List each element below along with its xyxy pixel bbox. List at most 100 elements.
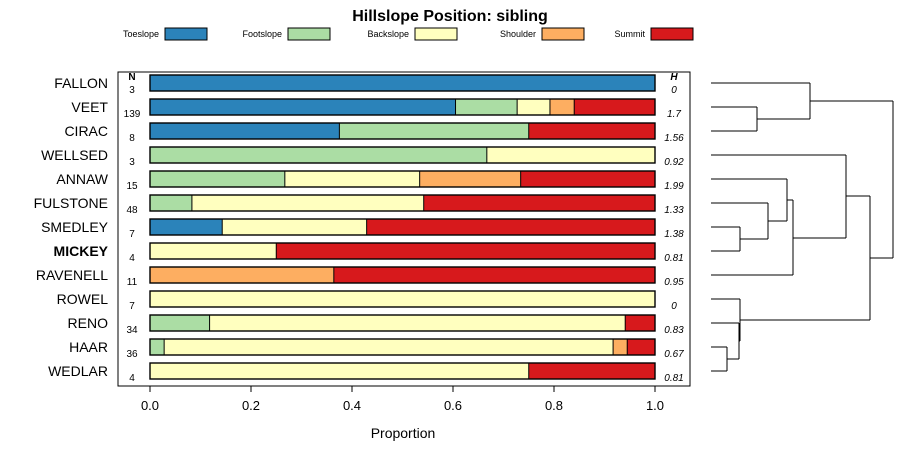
bar-cirac-footslope [339, 123, 529, 139]
row-label-annaw: ANNAW [56, 171, 108, 187]
row-n-mickey: 4 [129, 253, 135, 264]
legend-label-summit: Summit [614, 29, 645, 39]
bar-rowel-backslope [150, 291, 655, 307]
row-label-rowel: ROWEL [57, 291, 109, 307]
dendro-middle-join [740, 195, 871, 321]
bar-reno-backslope [209, 315, 626, 331]
row-label-veet: VEET [71, 99, 108, 115]
bar-outline-mickey [149, 242, 656, 260]
legend-label-footslope: Footslope [242, 29, 282, 39]
dendro-veet-cirac [711, 106, 758, 132]
row-label-fallon: FALLON [54, 75, 108, 91]
bar-ravenell-shoulder [150, 267, 334, 283]
row-h-smedley: 1.38 [664, 229, 684, 240]
dendro-annaw-group [711, 178, 788, 222]
row-h-annaw: 1.99 [664, 181, 684, 192]
bar-fulstone-summit [423, 195, 655, 211]
row-h-reno: 0.83 [664, 325, 684, 336]
legend-swatch-footslope [287, 27, 331, 41]
bar-annaw-backslope [284, 171, 420, 187]
bar-mickey-summit [276, 243, 655, 259]
bar-outline-fulstone [149, 194, 656, 212]
row-h-fallon: 0 [671, 85, 677, 96]
x-tick-label: 1.0 [646, 398, 664, 413]
n-header: N [128, 72, 135, 83]
x-tick-label: 0.6 [444, 398, 462, 413]
bar-reno-summit [625, 315, 655, 331]
row-label-mickey: MICKEY [54, 243, 109, 259]
bar-outline-wedlar [149, 362, 656, 380]
row-n-wellsed: 3 [129, 157, 135, 168]
row-n-annaw: 15 [126, 181, 138, 192]
bar-fallon-toeslope [150, 75, 655, 91]
row-label-smedley: SMEDLEY [41, 219, 109, 235]
bar-outline-rowel [149, 290, 656, 308]
row-n-veet: 139 [124, 109, 141, 120]
row-label-reno: RENO [68, 315, 109, 331]
bar-outline-ravenell [149, 266, 656, 284]
legend-swatch-backslope [414, 27, 458, 41]
row-h-wedlar: 0.81 [664, 373, 683, 384]
bar-cirac-summit [528, 123, 655, 139]
row-n-cirac: 8 [129, 133, 135, 144]
bar-rows: FALLON 3 0 VEET 139 1.7 CIRAC 8 1.56 WELLSED 3 0.92… [34, 74, 684, 384]
dendrogram [711, 82, 894, 372]
x-tick-label: 0.4 [343, 398, 361, 413]
dendro-rowel-group [711, 298, 741, 342]
bar-wellsed-footslope [150, 147, 487, 163]
row-n-haar: 36 [126, 349, 138, 360]
row-h-veet: 1.7 [667, 109, 681, 120]
legend-label-backslope: Backslope [367, 29, 409, 39]
dendro-ravenell-group [711, 199, 794, 276]
dendro-smedley-mickey [711, 226, 741, 252]
legend-swatch-toeslope [164, 27, 208, 41]
x-axis-label: Proportion [371, 425, 436, 441]
bar-veet-toeslope [150, 99, 456, 115]
legend: Toeslope Footslope Backslope Shoulder Summit [123, 27, 694, 41]
row-h-wellsed: 0.92 [664, 157, 684, 168]
bar-wedlar-summit [528, 363, 655, 379]
x-tick-label: 0.0 [141, 398, 159, 413]
bar-outline-veet [149, 98, 656, 116]
bar-smedley-toeslope [150, 219, 223, 235]
row-n-smedley: 7 [129, 229, 135, 240]
row-h-rowel: 0 [671, 301, 677, 312]
row-label-fulstone: FULSTONE [34, 195, 108, 211]
bar-veet-summit [574, 99, 655, 115]
bar-mickey-backslope [150, 243, 277, 259]
bar-haar-summit [627, 339, 655, 355]
bar-wedlar-backslope [150, 363, 529, 379]
bar-fulstone-footslope [150, 195, 192, 211]
row-label-cirac: CIRAC [64, 123, 108, 139]
row-label-haar: HAAR [69, 339, 108, 355]
row-h-cirac: 1.56 [664, 133, 684, 144]
row-h-fulstone: 1.33 [664, 205, 684, 216]
row-label-wellsed: WELLSED [41, 147, 108, 163]
bar-haar-footslope [150, 339, 165, 355]
dendro-haar-wedlar [711, 346, 728, 372]
row-h-haar: 0.67 [664, 349, 684, 360]
dendro-wellsed-group [711, 154, 847, 239]
bar-outline-cirac [149, 122, 656, 140]
bar-reno-footslope [150, 315, 210, 331]
legend-swatch-shoulder [541, 27, 585, 41]
dendro-root [810, 100, 894, 259]
bar-fulstone-backslope [191, 195, 424, 211]
chart-title: Hillslope Position: sibling [352, 8, 548, 25]
bar-veet-footslope [455, 99, 518, 115]
bar-outline-wellsed [149, 146, 656, 164]
row-label-ravenell: RAVENELL [36, 267, 108, 283]
legend-label-shoulder: Shoulder [500, 29, 536, 39]
x-axis: 0.0 0.2 0.4 0.6 0.8 1.0 [141, 386, 664, 413]
row-label-wedlar: WEDLAR [48, 363, 108, 379]
bar-annaw-footslope [150, 171, 285, 187]
h-header: H [670, 72, 678, 83]
bar-wellsed-backslope [486, 147, 655, 163]
bar-annaw-summit [520, 171, 655, 187]
bar-outline-smedley [149, 218, 656, 236]
bar-haar-backslope [164, 339, 614, 355]
row-n-wedlar: 4 [129, 373, 135, 384]
bar-veet-backslope [517, 99, 550, 115]
bar-cirac-toeslope [150, 123, 340, 139]
